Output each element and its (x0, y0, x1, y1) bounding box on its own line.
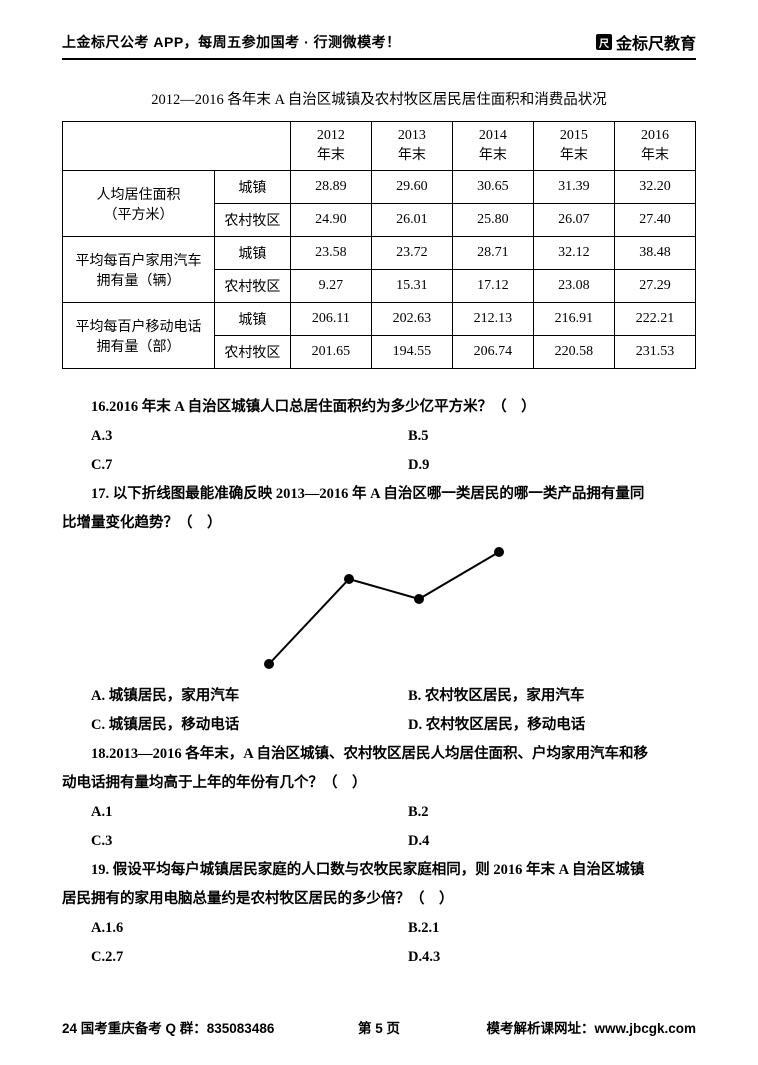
page-footer: 24 国考重庆备考 Q 群：835083486 第 5 页 模考解析课网址：ww… (62, 1017, 696, 1037)
header-brand: 尺 金标尺教育 (596, 30, 696, 54)
table-data-cell: 206.74 (452, 336, 533, 369)
page-header: 上金标尺公考 APP，每周五参加国考 · 行测微模考！ 尺 金标尺教育 (62, 30, 696, 60)
q19-text-line2: 居民拥有的家用电脑总量约是农村牧区居民的多少倍？（ ） (62, 885, 696, 914)
table-data-cell: 28.71 (452, 237, 533, 270)
q17-option-a: A. 城镇居民，家用汽车 (62, 682, 379, 711)
table-area-label: 农村牧区 (214, 336, 290, 369)
q17-chart (62, 544, 696, 674)
q17-options-row1: A. 城镇居民，家用汽车 B. 农村牧区居民，家用汽车 (62, 682, 696, 711)
table-data-cell: 23.08 (533, 270, 614, 303)
table-data-cell: 23.72 (371, 237, 452, 270)
table-data-cell: 201.65 (290, 336, 371, 369)
footer-center: 第 5 页 (358, 1017, 400, 1037)
q17-option-d: D. 农村牧区居民，移动电话 (379, 711, 696, 740)
table-data-cell: 27.40 (614, 204, 695, 237)
table-data-cell: 231.53 (614, 336, 695, 369)
q16-option-a: A.3 (62, 422, 379, 451)
table-data-cell: 202.63 (371, 303, 452, 336)
q16-text: 16.2016 年末 A 自治区城镇人口总居住面积约为多少亿平方米？（ ） (62, 393, 696, 422)
table-year-col: 2015年末 (533, 122, 614, 171)
q18-option-b: B.2 (379, 798, 696, 827)
table-blank-header (63, 122, 291, 171)
q19-option-a: A.1.6 (62, 914, 379, 943)
q16-options-row2: C.7 D.9 (62, 451, 696, 480)
table-data-cell: 26.07 (533, 204, 614, 237)
q18-text-line2: 动电话拥有量均高于上年的年份有几个？（ ） (62, 769, 696, 798)
table-row-group-label: 人均居住面积（平方米） (63, 171, 215, 237)
footer-left: 24 国考重庆备考 Q 群：835083486 (62, 1017, 274, 1037)
table-year-col: 2012年末 (290, 122, 371, 171)
q17-option-b: B. 农村牧区居民，家用汽车 (379, 682, 696, 711)
q17-options-row2: C. 城镇居民，移动电话 D. 农村牧区居民，移动电话 (62, 711, 696, 740)
q19-options-row2: C.2.7 D.4.3 (62, 943, 696, 972)
q16-option-d: D.9 (379, 451, 696, 480)
table-data-cell: 30.65 (452, 171, 533, 204)
table-data-cell: 220.58 (533, 336, 614, 369)
q19-text-line1: 19. 假设平均每户城镇居民家庭的人口数与农牧民家庭相同，则 2016 年末 A… (62, 856, 696, 885)
table-data-cell: 9.27 (290, 270, 371, 303)
table-data-cell: 32.12 (533, 237, 614, 270)
brand-logo-icon: 尺 (596, 34, 612, 50)
table-data-cell: 27.29 (614, 270, 695, 303)
q16-option-c: C.7 (62, 451, 379, 480)
q16-options-row1: A.3 B.5 (62, 422, 696, 451)
q18-option-c: C.3 (62, 827, 379, 856)
q19-option-d: D.4.3 (379, 943, 696, 972)
table-area-label: 农村牧区 (214, 204, 290, 237)
table-row-group-label: 平均每百户家用汽车拥有量（辆） (63, 237, 215, 303)
table-data-cell: 25.80 (452, 204, 533, 237)
table-area-label: 农村牧区 (214, 270, 290, 303)
table-data-cell: 23.58 (290, 237, 371, 270)
data-table: 2012年末2013年末2014年末2015年末2016年末人均居住面积（平方米… (62, 121, 696, 369)
table-year-col: 2014年末 (452, 122, 533, 171)
q17-text-line2: 比增量变化趋势？（ ） (62, 509, 696, 538)
table-data-cell: 17.12 (452, 270, 533, 303)
q16-option-b: B.5 (379, 422, 696, 451)
table-data-cell: 222.21 (614, 303, 695, 336)
table-area-label: 城镇 (214, 171, 290, 204)
table-row-group-label: 平均每百户移动电话拥有量（部） (63, 303, 215, 369)
q18-option-d: D.4 (379, 827, 696, 856)
table-data-cell: 24.90 (290, 204, 371, 237)
table-year-col: 2013年末 (371, 122, 452, 171)
q18-option-a: A.1 (62, 798, 379, 827)
table-data-cell: 31.39 (533, 171, 614, 204)
footer-right: 模考解析课网址：www.jbcgk.com (486, 1017, 696, 1037)
q17-text-line1: 17. 以下折线图最能准确反映 2013—2016 年 A 自治区哪一类居民的哪… (62, 480, 696, 509)
table-data-cell: 29.60 (371, 171, 452, 204)
brand-text: 金标尺教育 (616, 30, 696, 54)
table-data-cell: 32.20 (614, 171, 695, 204)
q19-option-c: C.2.7 (62, 943, 379, 972)
table-area-label: 城镇 (214, 237, 290, 270)
header-left-text: 上金标尺公考 APP，每周五参加国考 · 行测微模考！ (62, 32, 401, 52)
table-data-cell: 216.91 (533, 303, 614, 336)
q19-options-row1: A.1.6 B.2.1 (62, 914, 696, 943)
table-data-cell: 28.89 (290, 171, 371, 204)
table-data-cell: 38.48 (614, 237, 695, 270)
line-chart-svg (229, 544, 529, 674)
q18-options-row2: C.3 D.4 (62, 827, 696, 856)
table-data-cell: 206.11 (290, 303, 371, 336)
q19-option-b: B.2.1 (379, 914, 696, 943)
table-title: 2012—2016 各年末 A 自治区城镇及农村牧区居民居住面积和消费品状况 (62, 88, 696, 109)
table-data-cell: 15.31 (371, 270, 452, 303)
table-year-col: 2016年末 (614, 122, 695, 171)
q18-options-row1: A.1 B.2 (62, 798, 696, 827)
table-data-cell: 194.55 (371, 336, 452, 369)
q17-option-c: C. 城镇居民，移动电话 (62, 711, 379, 740)
table-data-cell: 26.01 (371, 204, 452, 237)
table-area-label: 城镇 (214, 303, 290, 336)
table-data-cell: 212.13 (452, 303, 533, 336)
q18-text-line1: 18.2013—2016 各年末，A 自治区城镇、农村牧区居民人均居住面积、户均… (62, 740, 696, 769)
